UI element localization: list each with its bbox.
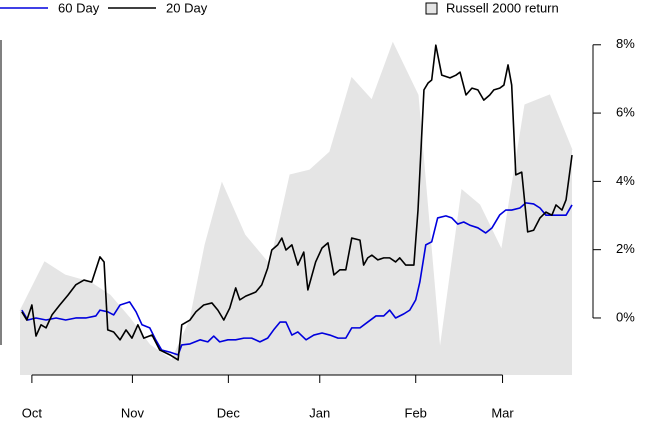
y2-tick-label: 4% xyxy=(616,173,635,188)
series-line xyxy=(21,202,573,356)
x-tick-label: Nov xyxy=(121,405,145,420)
y2-tick-label: 8% xyxy=(616,36,635,51)
x-tick-label: Mar xyxy=(491,405,514,420)
y2-tick-label: 0% xyxy=(616,309,635,324)
y2-tick-label: 6% xyxy=(616,105,635,120)
series-line xyxy=(21,44,573,361)
x-tick-label: Oct xyxy=(22,405,43,420)
legend-label: 20 Day xyxy=(166,0,208,15)
legend-label: 60 Day xyxy=(58,0,100,15)
legend-label: Russell 2000 return xyxy=(446,0,559,15)
y2-tick-label: 2% xyxy=(616,241,635,256)
area-line xyxy=(19,41,573,361)
x-tick-label: Jan xyxy=(309,405,330,420)
area-fill xyxy=(20,43,572,375)
x-tick-label: Dec xyxy=(217,405,241,420)
legend-swatch xyxy=(425,2,438,15)
x-tick-label: Feb xyxy=(405,405,427,420)
